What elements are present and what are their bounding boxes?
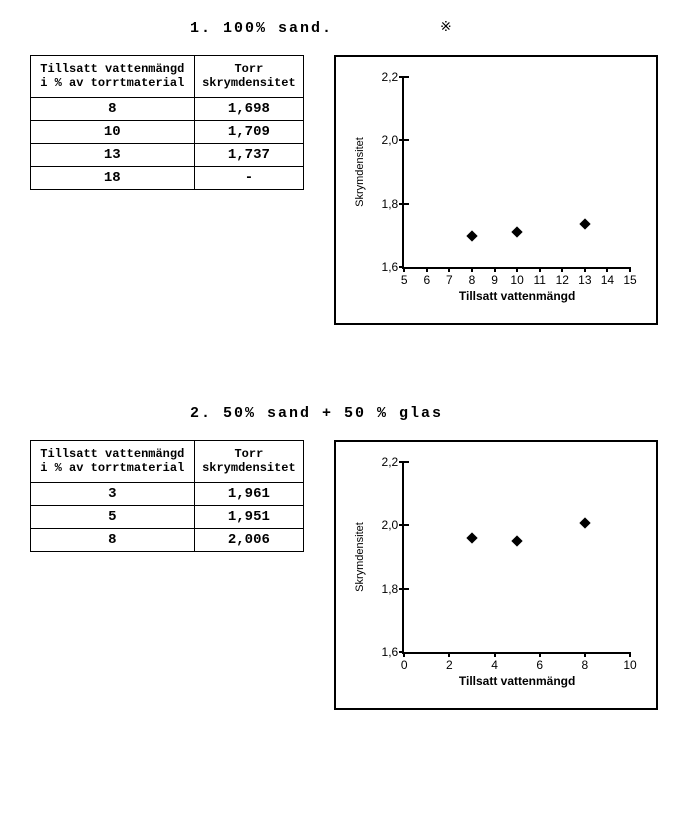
- table-cell: 18: [31, 166, 195, 189]
- xtick-label: 8: [582, 652, 589, 672]
- xtick-label: 10: [510, 267, 523, 287]
- table-cell: 8: [31, 97, 195, 120]
- data-table: Tillsatt vattenmängdi % av torrtmaterial…: [30, 440, 304, 552]
- table-row: 51,951: [31, 505, 304, 528]
- xtick-label: 6: [536, 652, 543, 672]
- y-inner-tick: [404, 203, 409, 205]
- y-inner-tick: [404, 76, 409, 78]
- table-row: 18-: [31, 166, 304, 189]
- table-header: Tillsatt vattenmängdi % av torrtmaterial: [31, 56, 195, 98]
- table-cell: 1,951: [194, 505, 304, 528]
- decorative-glyph: ※: [440, 18, 452, 35]
- table-cell: 5: [31, 505, 195, 528]
- chart-frame: 1,61,82,02,256789101112131415Tillsatt va…: [334, 55, 658, 325]
- plot-area: 1,61,82,02,20246810Tillsatt vattenmängdS…: [402, 462, 630, 654]
- section-title: 1. 100% sand.: [190, 20, 658, 37]
- xtick-label: 14: [601, 267, 614, 287]
- table-cell: 13: [31, 143, 195, 166]
- data-point: [511, 535, 522, 546]
- section-1: 1. 100% sand.※ Tillsatt vattenmängdi % av…: [20, 20, 658, 325]
- xtick-label: 2: [446, 652, 453, 672]
- xtick-label: 10: [623, 652, 636, 672]
- ytick-label: 1,8: [382, 582, 405, 596]
- xtick-label: 5: [401, 267, 408, 287]
- table-row: 82,006: [31, 528, 304, 551]
- ytick-label: 1,8: [382, 197, 405, 211]
- xtick-label: 9: [491, 267, 498, 287]
- y-axis-label: Skrymdensitet: [354, 522, 366, 592]
- xtick-label: 12: [556, 267, 569, 287]
- table-cell: 1,737: [194, 143, 304, 166]
- table-cell: 1,698: [194, 97, 304, 120]
- table-row: 81,698: [31, 97, 304, 120]
- data-point: [511, 227, 522, 238]
- y-inner-tick: [404, 139, 409, 141]
- table-cell: 1,961: [194, 482, 304, 505]
- table-cell: 3: [31, 482, 195, 505]
- ytick-label: 2,0: [382, 133, 405, 147]
- ytick-label: 2,2: [382, 455, 405, 469]
- table-cell: 2,006: [194, 528, 304, 551]
- xtick-label: 4: [491, 652, 498, 672]
- chart-frame: 1,61,82,02,20246810Tillsatt vattenmängdS…: [334, 440, 658, 710]
- xtick-label: 13: [578, 267, 591, 287]
- data-point: [466, 532, 477, 543]
- xtick-label: 15: [623, 267, 636, 287]
- section-2: 2. 50% sand + 50 % glas Tillsatt vattenmä…: [20, 405, 658, 710]
- x-axis-label: Tillsatt vattenmängd: [459, 674, 575, 688]
- xtick-label: 6: [423, 267, 430, 287]
- table-header: Torrskrymdensitet: [194, 441, 304, 483]
- section-title: 2. 50% sand + 50 % glas: [190, 405, 658, 422]
- y-inner-tick: [404, 588, 409, 590]
- ytick-label: 2,0: [382, 518, 405, 532]
- table-row: 131,737: [31, 143, 304, 166]
- table-cell: 8: [31, 528, 195, 551]
- xtick-label: 11: [533, 267, 545, 287]
- table-row: 101,709: [31, 120, 304, 143]
- y-inner-tick: [404, 461, 409, 463]
- ytick-label: 2,2: [382, 70, 405, 84]
- x-axis-label: Tillsatt vattenmängd: [459, 289, 575, 303]
- xtick-label: 0: [401, 652, 408, 672]
- y-inner-tick: [404, 524, 409, 526]
- data-table: Tillsatt vattenmängdi % av torrtmaterial…: [30, 55, 304, 190]
- table-cell: -: [194, 166, 304, 189]
- table-row: 31,961: [31, 482, 304, 505]
- xtick-label: 8: [469, 267, 476, 287]
- plot-area: 1,61,82,02,256789101112131415Tillsatt va…: [402, 77, 630, 269]
- y-axis-label: Skrymdensitet: [354, 137, 366, 207]
- xtick-label: 7: [446, 267, 453, 287]
- table-header: Tillsatt vattenmängdi % av torrtmaterial: [31, 441, 195, 483]
- data-point: [579, 518, 590, 529]
- data-point: [466, 230, 477, 241]
- data-point: [579, 218, 590, 229]
- table-cell: 1,709: [194, 120, 304, 143]
- table-header: Torrskrymdensitet: [194, 56, 304, 98]
- table-cell: 10: [31, 120, 195, 143]
